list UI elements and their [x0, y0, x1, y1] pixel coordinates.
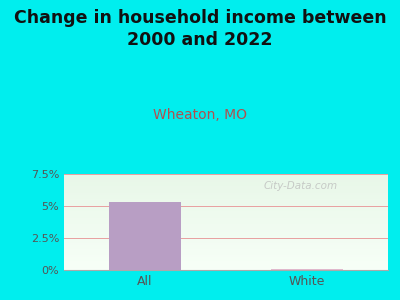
Text: City-Data.com: City-Data.com: [264, 181, 338, 190]
Bar: [108, 202, 182, 270]
Text: Wheaton, MO: Wheaton, MO: [153, 108, 247, 122]
Bar: [270, 269, 344, 270]
Text: Change in household income between
2000 and 2022: Change in household income between 2000 …: [14, 9, 386, 49]
